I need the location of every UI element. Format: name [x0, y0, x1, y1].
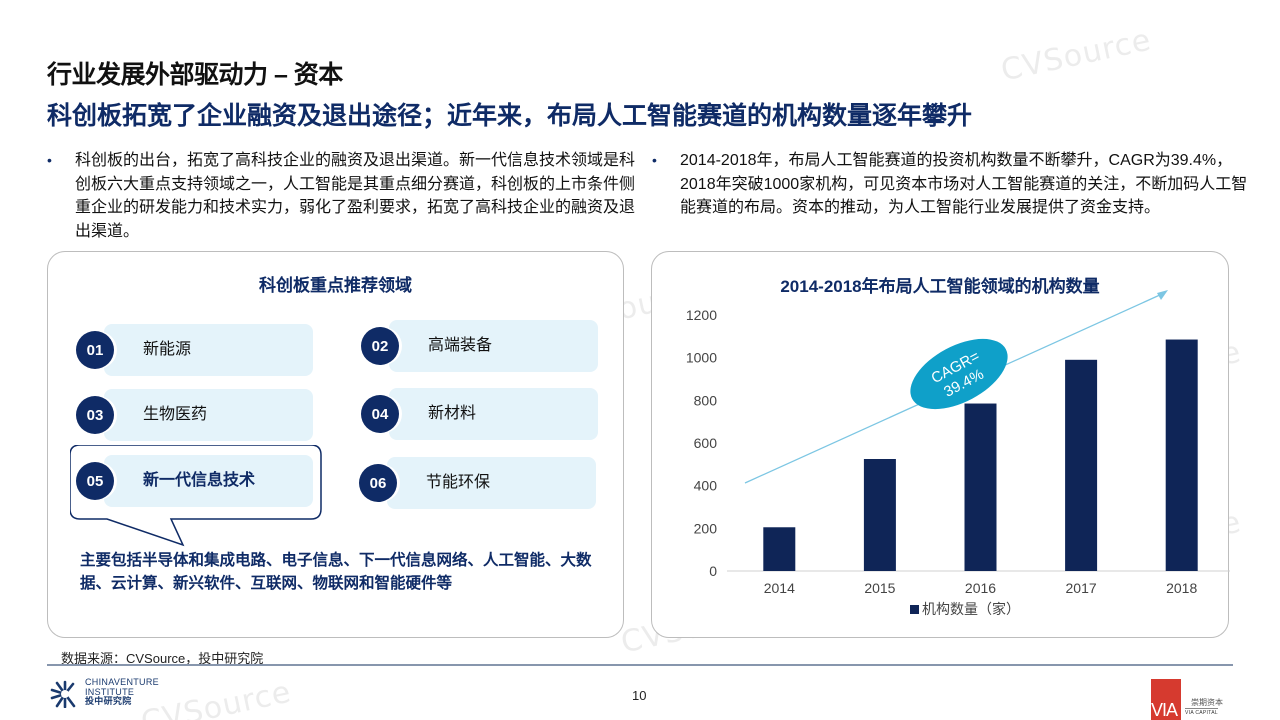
- y-tick-label: 1000: [686, 350, 717, 366]
- watermark: CVSource: [998, 22, 1155, 89]
- data-source: 数据来源：CVSource，投中研究院: [61, 651, 264, 666]
- bar-2018: [1165, 339, 1198, 571]
- via-red-block: [1151, 679, 1181, 720]
- sector-pill: [104, 389, 313, 441]
- y-tick-label: 600: [694, 435, 718, 451]
- bar-chart: 0 200 400 600 800 1000 1200 2014 2015 2016 2017 201…: [686, 290, 1230, 617]
- via-en-name: VIA CAPITAL: [1185, 708, 1218, 716]
- bar-2016: [964, 403, 997, 571]
- chinaventure-logo: CHINAVENTURE INSTITUTE 投中研究院: [47, 677, 187, 708]
- x-tick-label: 2016: [965, 580, 996, 596]
- page-number: 10: [632, 688, 647, 703]
- sector-number-badge: 03: [76, 396, 114, 434]
- bullet-right: • 2014-2018年，布局人工智能赛道的投资机构数量不断攀升，CAGR为39…: [652, 149, 1252, 220]
- sector-number-badge: 02: [361, 327, 399, 365]
- sector-pill: [104, 324, 313, 376]
- x-tick-label: 2017: [1066, 580, 1097, 596]
- logo-line-3: 投中研究院: [85, 696, 132, 706]
- sector-item-05: 05 新一代信息技术: [76, 455, 313, 507]
- sector-label: 新材料: [428, 405, 477, 422]
- sector-label: 生物医药: [143, 406, 208, 423]
- sector-label: 新能源: [143, 341, 192, 358]
- page-title: 行业发展外部驱动力 – 资本: [47, 61, 343, 89]
- x-tick-label: 2014: [764, 580, 795, 596]
- chart-title: 2014-2018年布局人工智能领域的机构数量: [780, 277, 1100, 296]
- y-tick-label: 400: [694, 478, 718, 494]
- y-tick-label: 200: [694, 520, 718, 536]
- page-subtitle: 科创板拓宽了企业融资及退出途径；近年来，布局人工智能赛道的机构数量逐年攀升: [47, 102, 973, 130]
- footer-divider: [47, 664, 1233, 666]
- legend-label: 机构数量（家）: [922, 601, 1020, 617]
- bullet-left-text: 科创板的出台，拓宽了高科技企业的融资及退出渠道。新一代信息技术领域是科创板六大重…: [75, 152, 636, 240]
- bullet-right-text: 2014-2018年，布局人工智能赛道的投资机构数量不断攀升，CAGR为39.4…: [680, 152, 1248, 216]
- sector-pill: [389, 320, 598, 372]
- sector-pill: [389, 388, 598, 440]
- bullet-left: • 科创板的出台，拓宽了高科技企业的融资及退出渠道。新一代信息技术领域是科创板六…: [47, 149, 647, 243]
- bullet-dot-icon: •: [47, 152, 52, 168]
- legend-swatch-icon: [910, 605, 919, 614]
- bar-2014: [763, 527, 796, 571]
- x-tick-label: 2015: [864, 580, 895, 596]
- via-mark: VIA: [1151, 700, 1178, 720]
- sector-item-01: 01 新能源: [76, 324, 313, 376]
- y-tick-label: 0: [709, 563, 717, 579]
- sector-number-badge: 01: [76, 331, 114, 369]
- callout-text: 主要包括半导体和集成电路、电子信息、下一代信息网络、人工智能、大数据、云计算、新…: [80, 552, 592, 592]
- cagr-bubble: CAGR=39.4%: [910, 338, 1008, 410]
- sector-item-02: 02 高端装备: [361, 320, 598, 372]
- logo-line-2: INSTITUTE: [85, 686, 135, 697]
- sector-item-06: 06 节能环保: [359, 457, 596, 509]
- sector-number-badge: 04: [361, 395, 399, 433]
- sector-label: 新一代信息技术: [143, 472, 256, 489]
- sector-item-04: 04 新材料: [361, 388, 598, 440]
- via-cn-name: 崇期资本: [1191, 698, 1223, 707]
- bar-2015: [863, 459, 896, 571]
- chart-panel: 2014-2018年布局人工智能领域的机构数量 0 200 400 600 800 100…: [651, 251, 1230, 638]
- via-capital-logo: VIA 崇期资本 VIA CAPITAL: [1151, 679, 1241, 720]
- sector-number-badge: 06: [359, 464, 397, 502]
- sectors-panel-title: 科创板重点推荐领域: [259, 276, 412, 295]
- sector-label: 高端装备: [428, 337, 493, 354]
- logo-line-1: CHINAVENTURE: [85, 677, 159, 687]
- y-tick-label: 1200: [686, 307, 717, 323]
- sector-item-03: 03 生物医药: [76, 389, 313, 441]
- sector-label: 节能环保: [426, 474, 491, 491]
- sector-number-badge: 05: [76, 462, 114, 500]
- y-tick-label: 800: [694, 392, 718, 408]
- sector-pill: [387, 457, 596, 509]
- chinaventure-burst-icon: [50, 680, 76, 708]
- chinaventure-logo-text: CHINAVENTURE INSTITUTE 投中研究院: [85, 677, 159, 707]
- bar-2017: [1065, 359, 1098, 571]
- x-tick-label: 2018: [1166, 580, 1197, 596]
- bullet-dot-icon: •: [652, 152, 657, 168]
- sectors-panel: 科创板重点推荐领域 01 新能源 02 高端装备 03 生物医药 04 新材料 …: [47, 251, 624, 638]
